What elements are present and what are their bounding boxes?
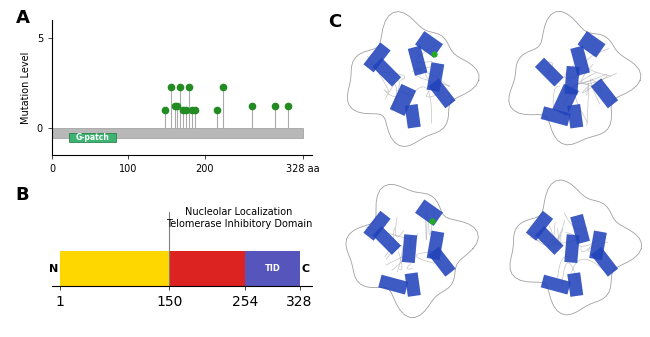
- Bar: [378, 275, 408, 295]
- Bar: [245, 251, 300, 286]
- Bar: [591, 79, 618, 108]
- Bar: [52, 128, 303, 138]
- Bar: [564, 66, 580, 95]
- Bar: [591, 247, 618, 277]
- Text: Nucleolar Localization
Telomerase Inhibitory Domain: Nucleolar Localization Telomerase Inhibi…: [166, 207, 312, 228]
- Text: G-patch: G-patch: [75, 133, 109, 142]
- Text: TID: TID: [265, 264, 280, 273]
- Text: C: C: [301, 264, 309, 274]
- Text: B: B: [16, 186, 29, 204]
- Bar: [372, 58, 401, 87]
- Bar: [541, 275, 571, 295]
- Bar: [567, 104, 583, 128]
- Bar: [415, 200, 443, 226]
- Bar: [69, 132, 116, 143]
- Bar: [552, 84, 578, 116]
- Bar: [570, 45, 590, 76]
- Bar: [390, 84, 416, 116]
- Bar: [577, 31, 606, 58]
- Bar: [535, 58, 564, 87]
- Bar: [541, 106, 571, 126]
- Bar: [535, 226, 564, 255]
- Bar: [564, 234, 580, 263]
- Bar: [428, 247, 456, 277]
- Text: A: A: [16, 9, 29, 27]
- Bar: [363, 211, 391, 241]
- Bar: [567, 272, 583, 297]
- Bar: [363, 42, 391, 72]
- Bar: [402, 234, 417, 263]
- Y-axis label: Mutation Level: Mutation Level: [21, 52, 31, 124]
- Bar: [570, 214, 590, 244]
- Bar: [405, 104, 421, 128]
- Bar: [169, 251, 245, 286]
- Text: N: N: [49, 264, 58, 274]
- Bar: [526, 211, 553, 241]
- Bar: [426, 231, 445, 260]
- Bar: [426, 62, 445, 92]
- Bar: [372, 226, 401, 255]
- Bar: [415, 31, 443, 58]
- Bar: [408, 45, 428, 76]
- Bar: [60, 251, 169, 286]
- Bar: [428, 79, 456, 108]
- Bar: [589, 231, 607, 260]
- Text: C: C: [328, 13, 341, 31]
- Bar: [405, 272, 421, 297]
